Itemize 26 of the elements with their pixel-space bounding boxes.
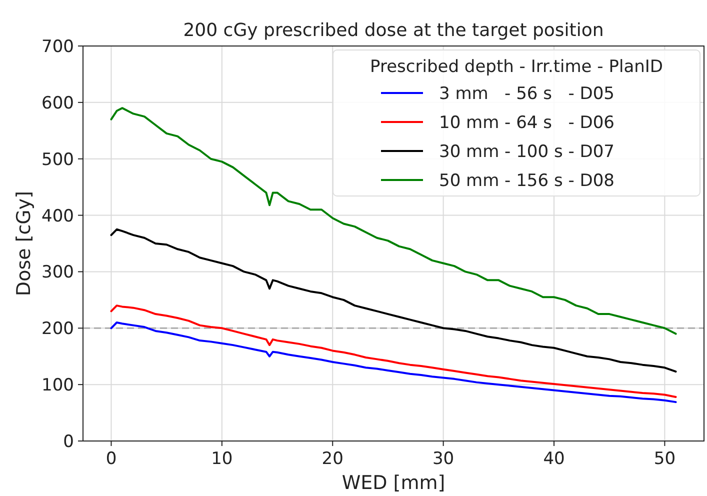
x-tick-label: 0 [106,449,117,469]
chart-title: 200 cGy prescribed dose at the target position [183,20,604,41]
legend-label: 30 mm - 100 s - D07 [439,142,614,162]
legend-label: 10 mm - 64 s - D06 [439,113,614,133]
y-tick-label: 200 [42,319,74,340]
y-axis-title: Dose [cGy] [13,190,35,296]
legend-title: Prescribed depth - Irr.time - PlanID [370,57,663,77]
x-tick-label: 40 [543,449,565,469]
legend-label: 3 mm - 56 s - D05 [439,84,614,104]
line-series [110,107,677,335]
legend-label: 50 mm - 156 s - D08 [439,171,614,191]
y-tick-label: 300 [42,262,74,283]
x-tick-label: 10 [211,449,233,469]
x-tick-label: 20 [322,449,344,469]
y-tick-label: 500 [42,150,74,170]
x-tick-label: 30 [432,449,454,469]
line-series [110,304,677,398]
y-tick-label: 0 [63,432,74,452]
y-tick-label: 600 [42,93,74,114]
x-axis-title: WED [mm] [342,472,446,494]
line-series [110,322,677,404]
line-series [110,228,677,373]
y-tick-label: 700 [42,37,74,57]
y-tick-label: 100 [42,376,74,396]
y-tick-label: 400 [42,206,74,226]
x-tick-label: 50 [654,449,676,469]
